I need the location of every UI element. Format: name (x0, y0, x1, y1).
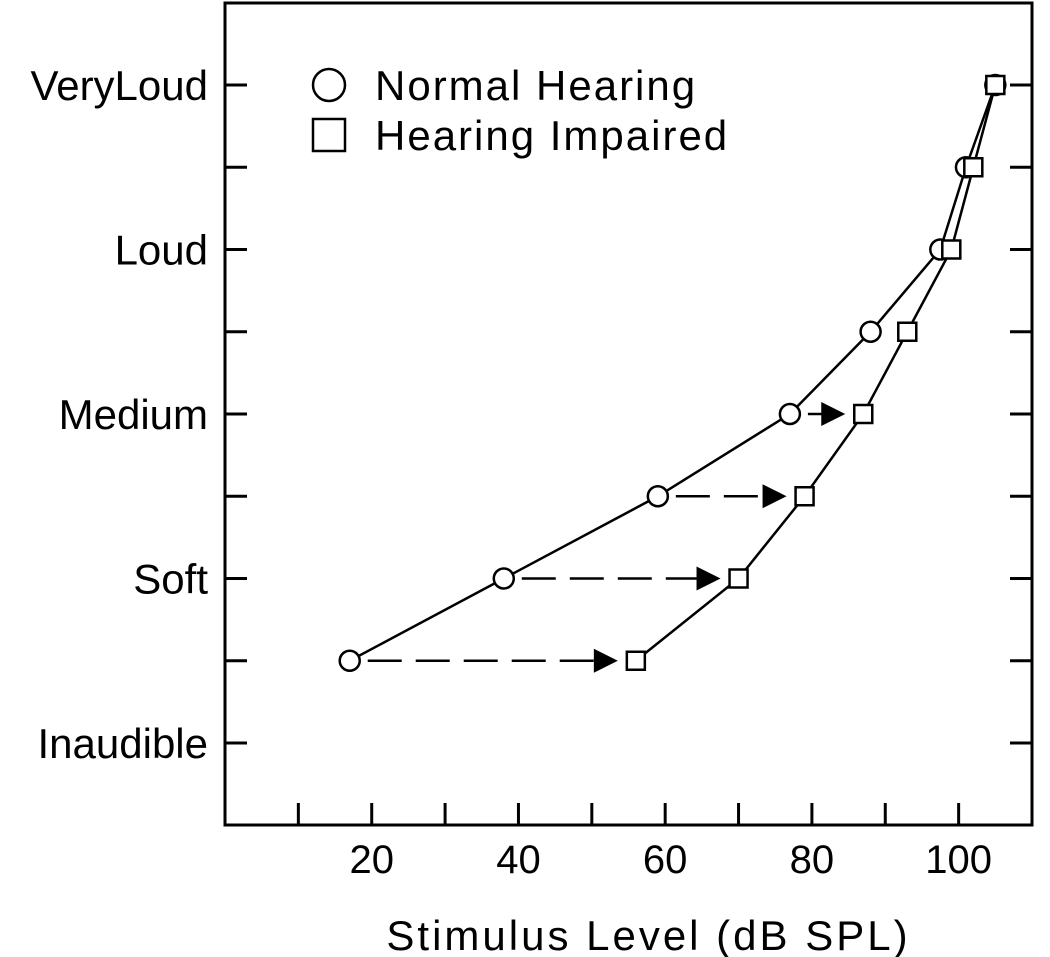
legend-square-icon (311, 117, 347, 153)
normal-hearing-line (349, 84, 997, 662)
arrows-layer (367, 402, 846, 673)
shift-arrowhead (593, 648, 618, 673)
legend-label: Normal Hearing (375, 62, 697, 109)
normal-hearing-point (646, 485, 670, 508)
x-tick-label: 100 (925, 838, 992, 882)
x-tick-label: 80 (790, 838, 835, 882)
shift-arrowhead (762, 484, 787, 509)
hearing-impaired-point (985, 74, 1006, 96)
y-category-label: Loud (115, 227, 208, 274)
normal-hearing-point (492, 567, 516, 590)
normal-hearing-point (778, 402, 802, 426)
x-tick-label: 20 (349, 838, 394, 882)
hearing-impaired-point (625, 650, 647, 671)
series-layer (338, 73, 1007, 672)
y-category-label: Inaudible (38, 720, 208, 767)
hearing-impaired-point (941, 239, 962, 260)
y-category-label: Medium (59, 391, 208, 438)
shift-arrowhead (696, 566, 721, 591)
y-category-label: VeryLoud (31, 62, 208, 109)
axes-layer: Inaudible Soft Medium Loud VeryLoud 20 40 60 80 1… (31, 1, 1034, 957)
y-category-label: Soft (133, 556, 208, 603)
shift-arrowhead (821, 402, 846, 426)
normal-hearing-point (859, 320, 882, 343)
hearing-impaired-point (728, 568, 749, 589)
legend-label: Hearing Impaired (375, 112, 729, 159)
hearing-impaired-point (897, 321, 918, 342)
normal-hearing-point (338, 649, 361, 672)
hearing-impaired-point (853, 403, 874, 425)
x-axis-label: Stimulus Level (dB SPL) (386, 912, 910, 957)
x-tick-label: 40 (496, 838, 541, 882)
hearing-impaired-point (794, 486, 815, 507)
x-tick-label: 60 (643, 838, 688, 882)
hearing-impaired-point (963, 157, 984, 178)
legend-circle-icon (311, 67, 347, 103)
hearing-impaired-line (635, 84, 997, 662)
